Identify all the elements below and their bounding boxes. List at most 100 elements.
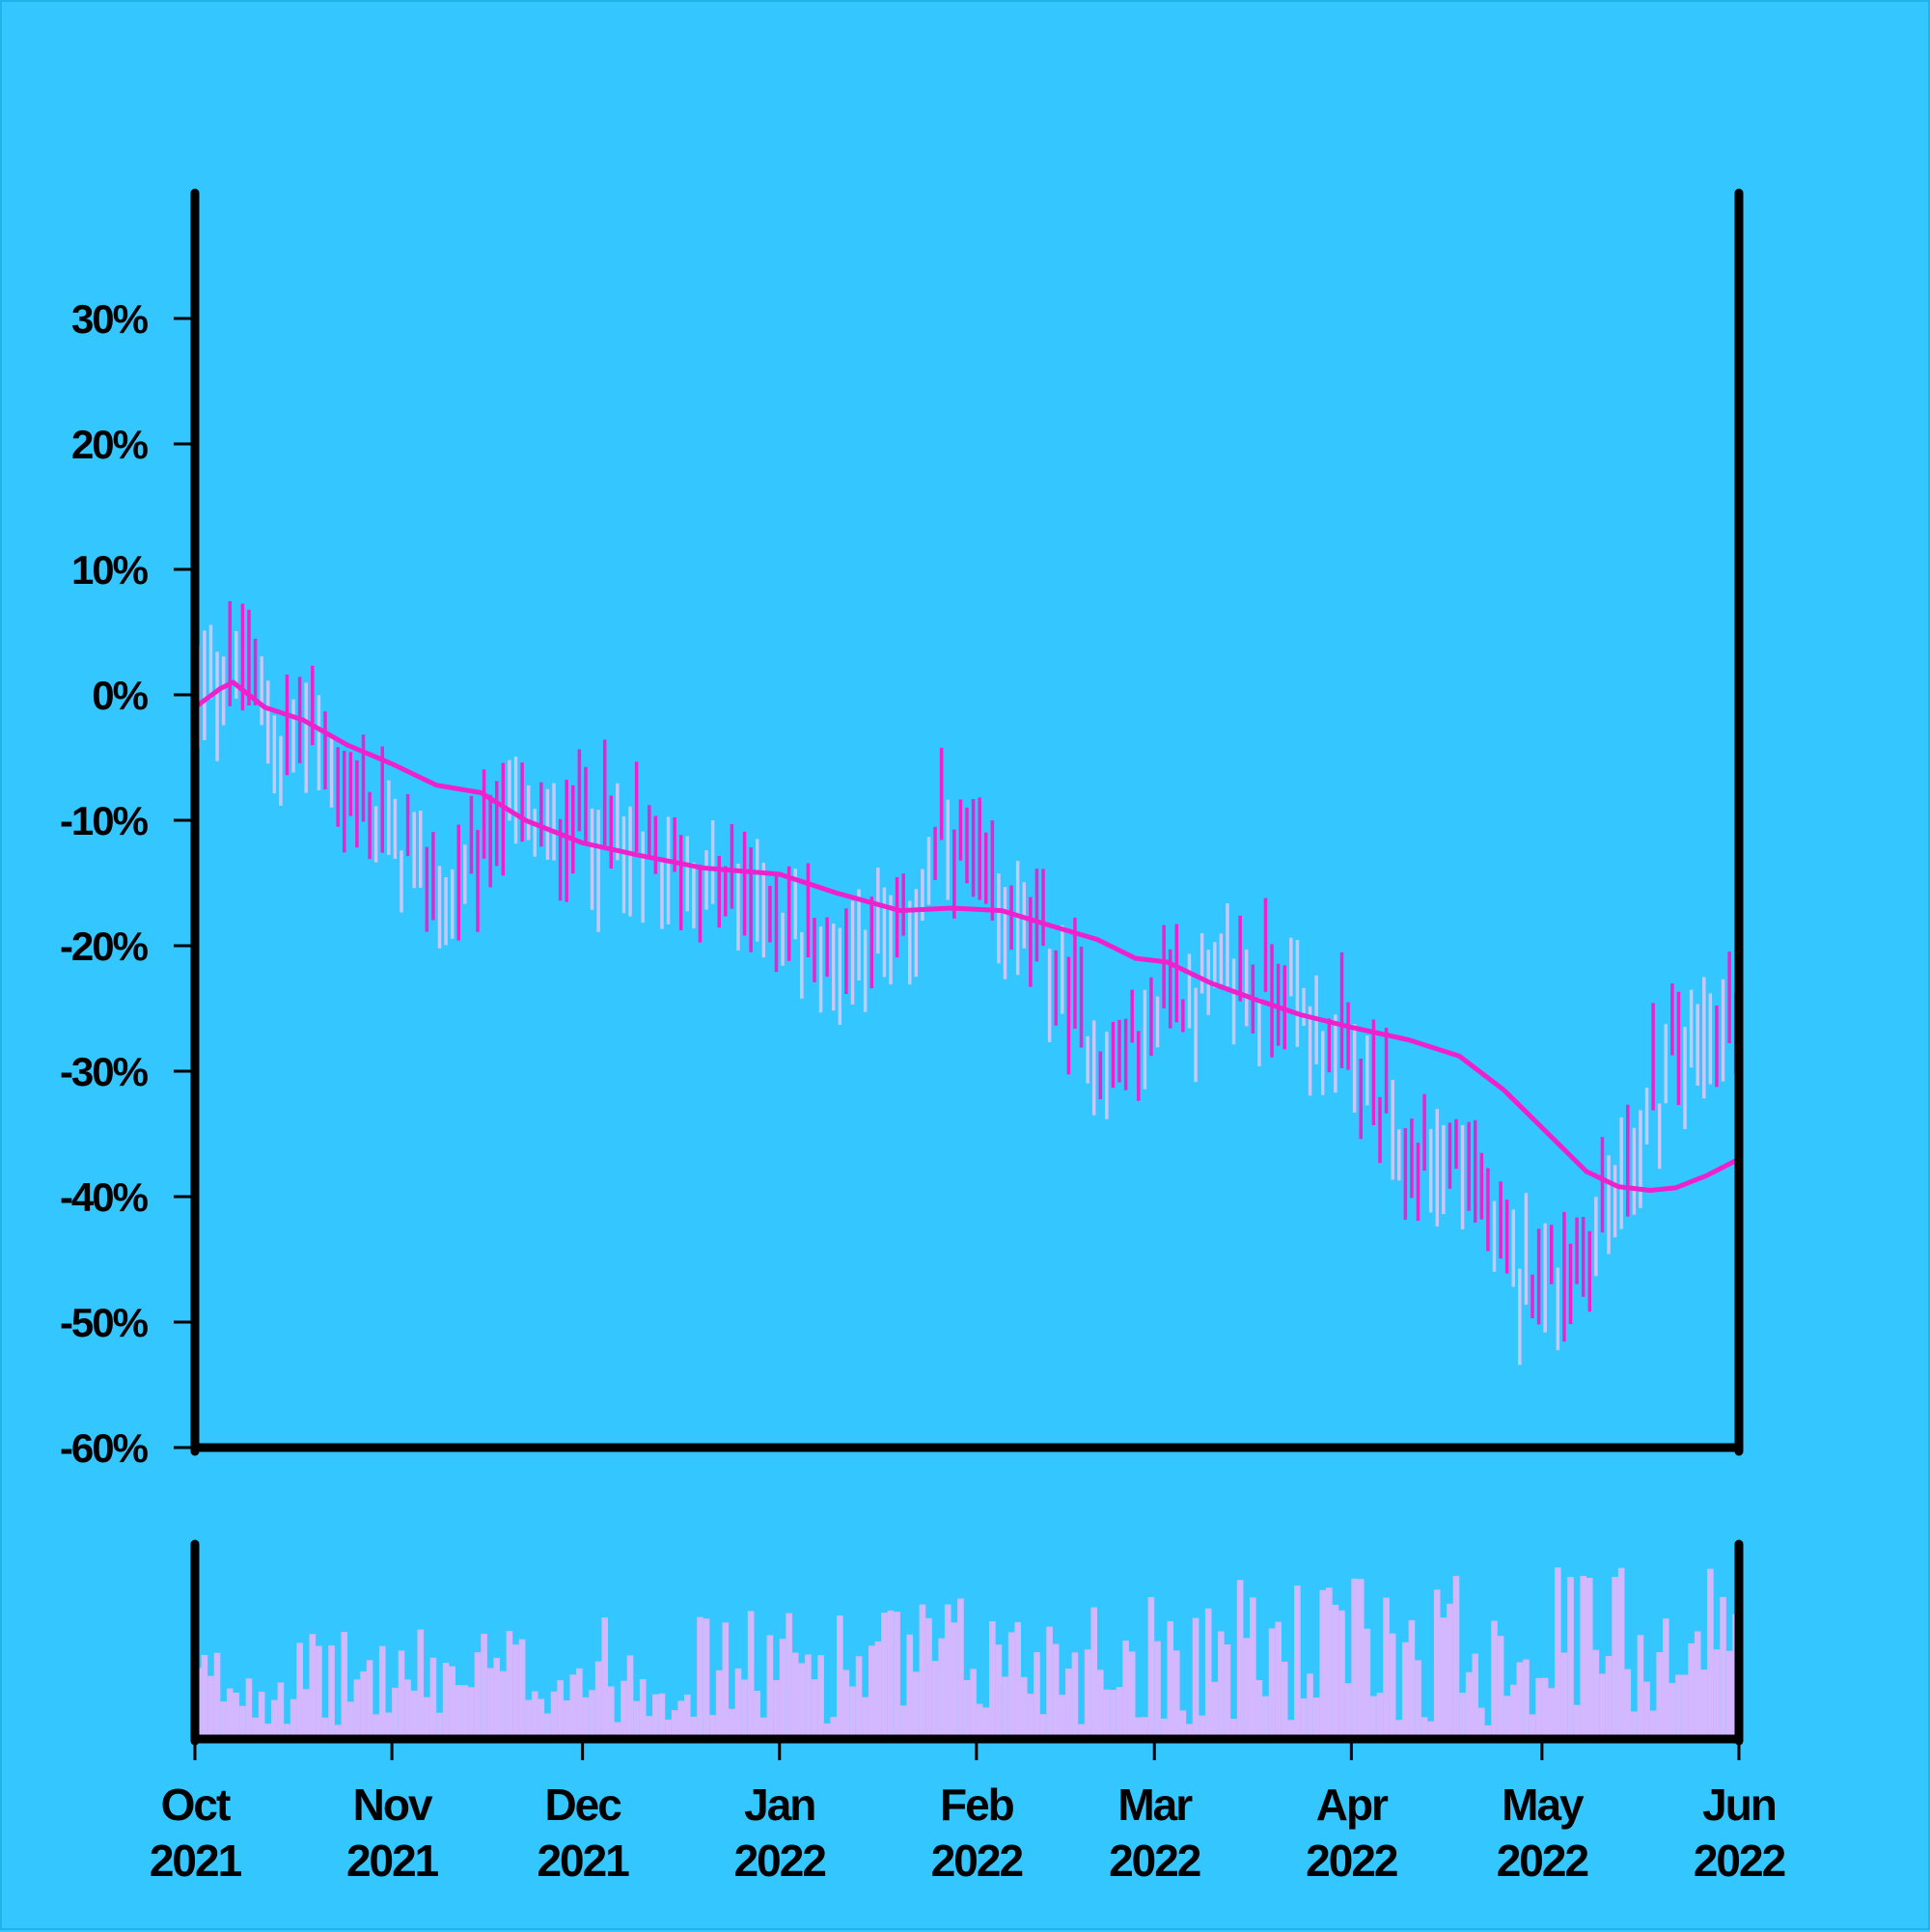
volume-bar [481, 1633, 487, 1735]
volume-bar [805, 1654, 812, 1735]
volume-bar [938, 1638, 945, 1735]
volume-bar [1497, 1636, 1504, 1735]
volume-bar [1465, 1671, 1473, 1735]
volume-bar [1211, 1681, 1219, 1735]
volume-bar [468, 1687, 475, 1735]
volume-bar [1167, 1620, 1173, 1735]
volume-bar [887, 1610, 895, 1735]
volume-bar [1116, 1687, 1123, 1735]
volume-bar [652, 1694, 659, 1735]
volume-bar [1084, 1649, 1091, 1735]
volume-bar [1503, 1696, 1510, 1735]
volume-bar [1351, 1578, 1358, 1735]
volume-bar [729, 1708, 735, 1735]
y-tick-label: -20% [60, 924, 149, 969]
volume-bar [1096, 1670, 1104, 1735]
x-tick-year: 2022 [1306, 1835, 1397, 1886]
y-tick-label: -60% [60, 1425, 149, 1471]
volume-bar [665, 1719, 672, 1735]
volume-bar [1135, 1717, 1143, 1735]
volume-bar [1700, 1670, 1708, 1735]
volume-bar [378, 1645, 386, 1735]
volume-bar [658, 1693, 666, 1735]
volume-bar [1668, 1682, 1676, 1735]
volume-bar [855, 1656, 863, 1735]
volume-bar [1218, 1631, 1225, 1735]
volume-bar [786, 1613, 792, 1735]
volume-bar [722, 1622, 730, 1735]
volume-bar [1720, 1596, 1726, 1735]
x-tick-year: 2022 [1694, 1835, 1785, 1886]
volume-bar [284, 1724, 290, 1735]
volume-bar [703, 1618, 710, 1735]
x-tick-year: 2022 [1109, 1835, 1200, 1886]
volume-bar [589, 1690, 595, 1735]
volume-bar [1605, 1655, 1613, 1735]
volume-bar [1319, 1589, 1327, 1735]
volume-bar [1509, 1684, 1517, 1735]
volume-bar [461, 1685, 469, 1735]
volume-bar [1281, 1661, 1288, 1735]
y-tick-label: 30% [71, 296, 149, 342]
volume-bar [741, 1679, 748, 1735]
volume-bar [1090, 1607, 1097, 1735]
volume-bar [1612, 1577, 1618, 1735]
volume-bar [569, 1674, 577, 1735]
volume-bar [1649, 1710, 1657, 1735]
volume-bar [894, 1612, 900, 1735]
volume-bar [582, 1697, 590, 1735]
volume-bar [1236, 1580, 1244, 1735]
volume-bar [233, 1693, 240, 1735]
x-tick-month: Oct [161, 1780, 231, 1830]
volume-bar [868, 1645, 875, 1735]
volume-bar [1287, 1720, 1295, 1735]
volume-bar [1383, 1597, 1390, 1735]
volume-bar [1408, 1619, 1416, 1735]
volume-bar [410, 1690, 418, 1735]
volume-bar [1199, 1715, 1205, 1735]
volume-bar [1389, 1633, 1396, 1735]
volume-bar [601, 1617, 608, 1735]
x-tick-month: Nov [353, 1780, 433, 1830]
volume-bar [245, 1678, 253, 1735]
volume-bar [1110, 1690, 1117, 1735]
volume-bar [1039, 1714, 1047, 1735]
volume-bar [512, 1644, 519, 1735]
volume-bar [1402, 1642, 1409, 1735]
volume-bar [1027, 1694, 1034, 1735]
volume-bar [1440, 1617, 1448, 1735]
volume-bar [1713, 1649, 1721, 1735]
volume-bar [1294, 1586, 1301, 1735]
volume-bar [207, 1675, 214, 1735]
volume-bar [1478, 1707, 1485, 1735]
volume-bar [1656, 1652, 1663, 1735]
volume-bar [766, 1635, 774, 1735]
volume-bar [1567, 1577, 1574, 1735]
x-tick-month: Jan [744, 1780, 814, 1830]
volume-bar [1459, 1693, 1466, 1735]
volume-bar [791, 1652, 799, 1735]
x-tick-year: 2022 [734, 1835, 826, 1886]
volume-bar [1617, 1567, 1625, 1735]
ohlc-bars [196, 600, 1738, 1366]
volume-bar [500, 1670, 507, 1735]
volume-bar [1725, 1650, 1733, 1735]
volume-bar [1326, 1587, 1333, 1735]
volume-bar [734, 1668, 742, 1735]
volume-bar [1078, 1724, 1085, 1735]
volume-bar [316, 1645, 322, 1735]
volume-bar [677, 1700, 685, 1735]
volume-bar [258, 1691, 265, 1735]
volume-bar [449, 1666, 455, 1735]
volume-bar [1172, 1650, 1180, 1735]
volume-bar [309, 1634, 317, 1735]
volume-bar [1707, 1568, 1714, 1735]
volume-bar [1415, 1660, 1421, 1735]
y-tick-label: -50% [60, 1300, 149, 1345]
volume-bar [1275, 1621, 1282, 1735]
y-tick-label: 20% [71, 422, 149, 467]
volume-bar [1631, 1711, 1638, 1735]
volume-bar [392, 1687, 399, 1735]
volume-bar [881, 1613, 888, 1735]
